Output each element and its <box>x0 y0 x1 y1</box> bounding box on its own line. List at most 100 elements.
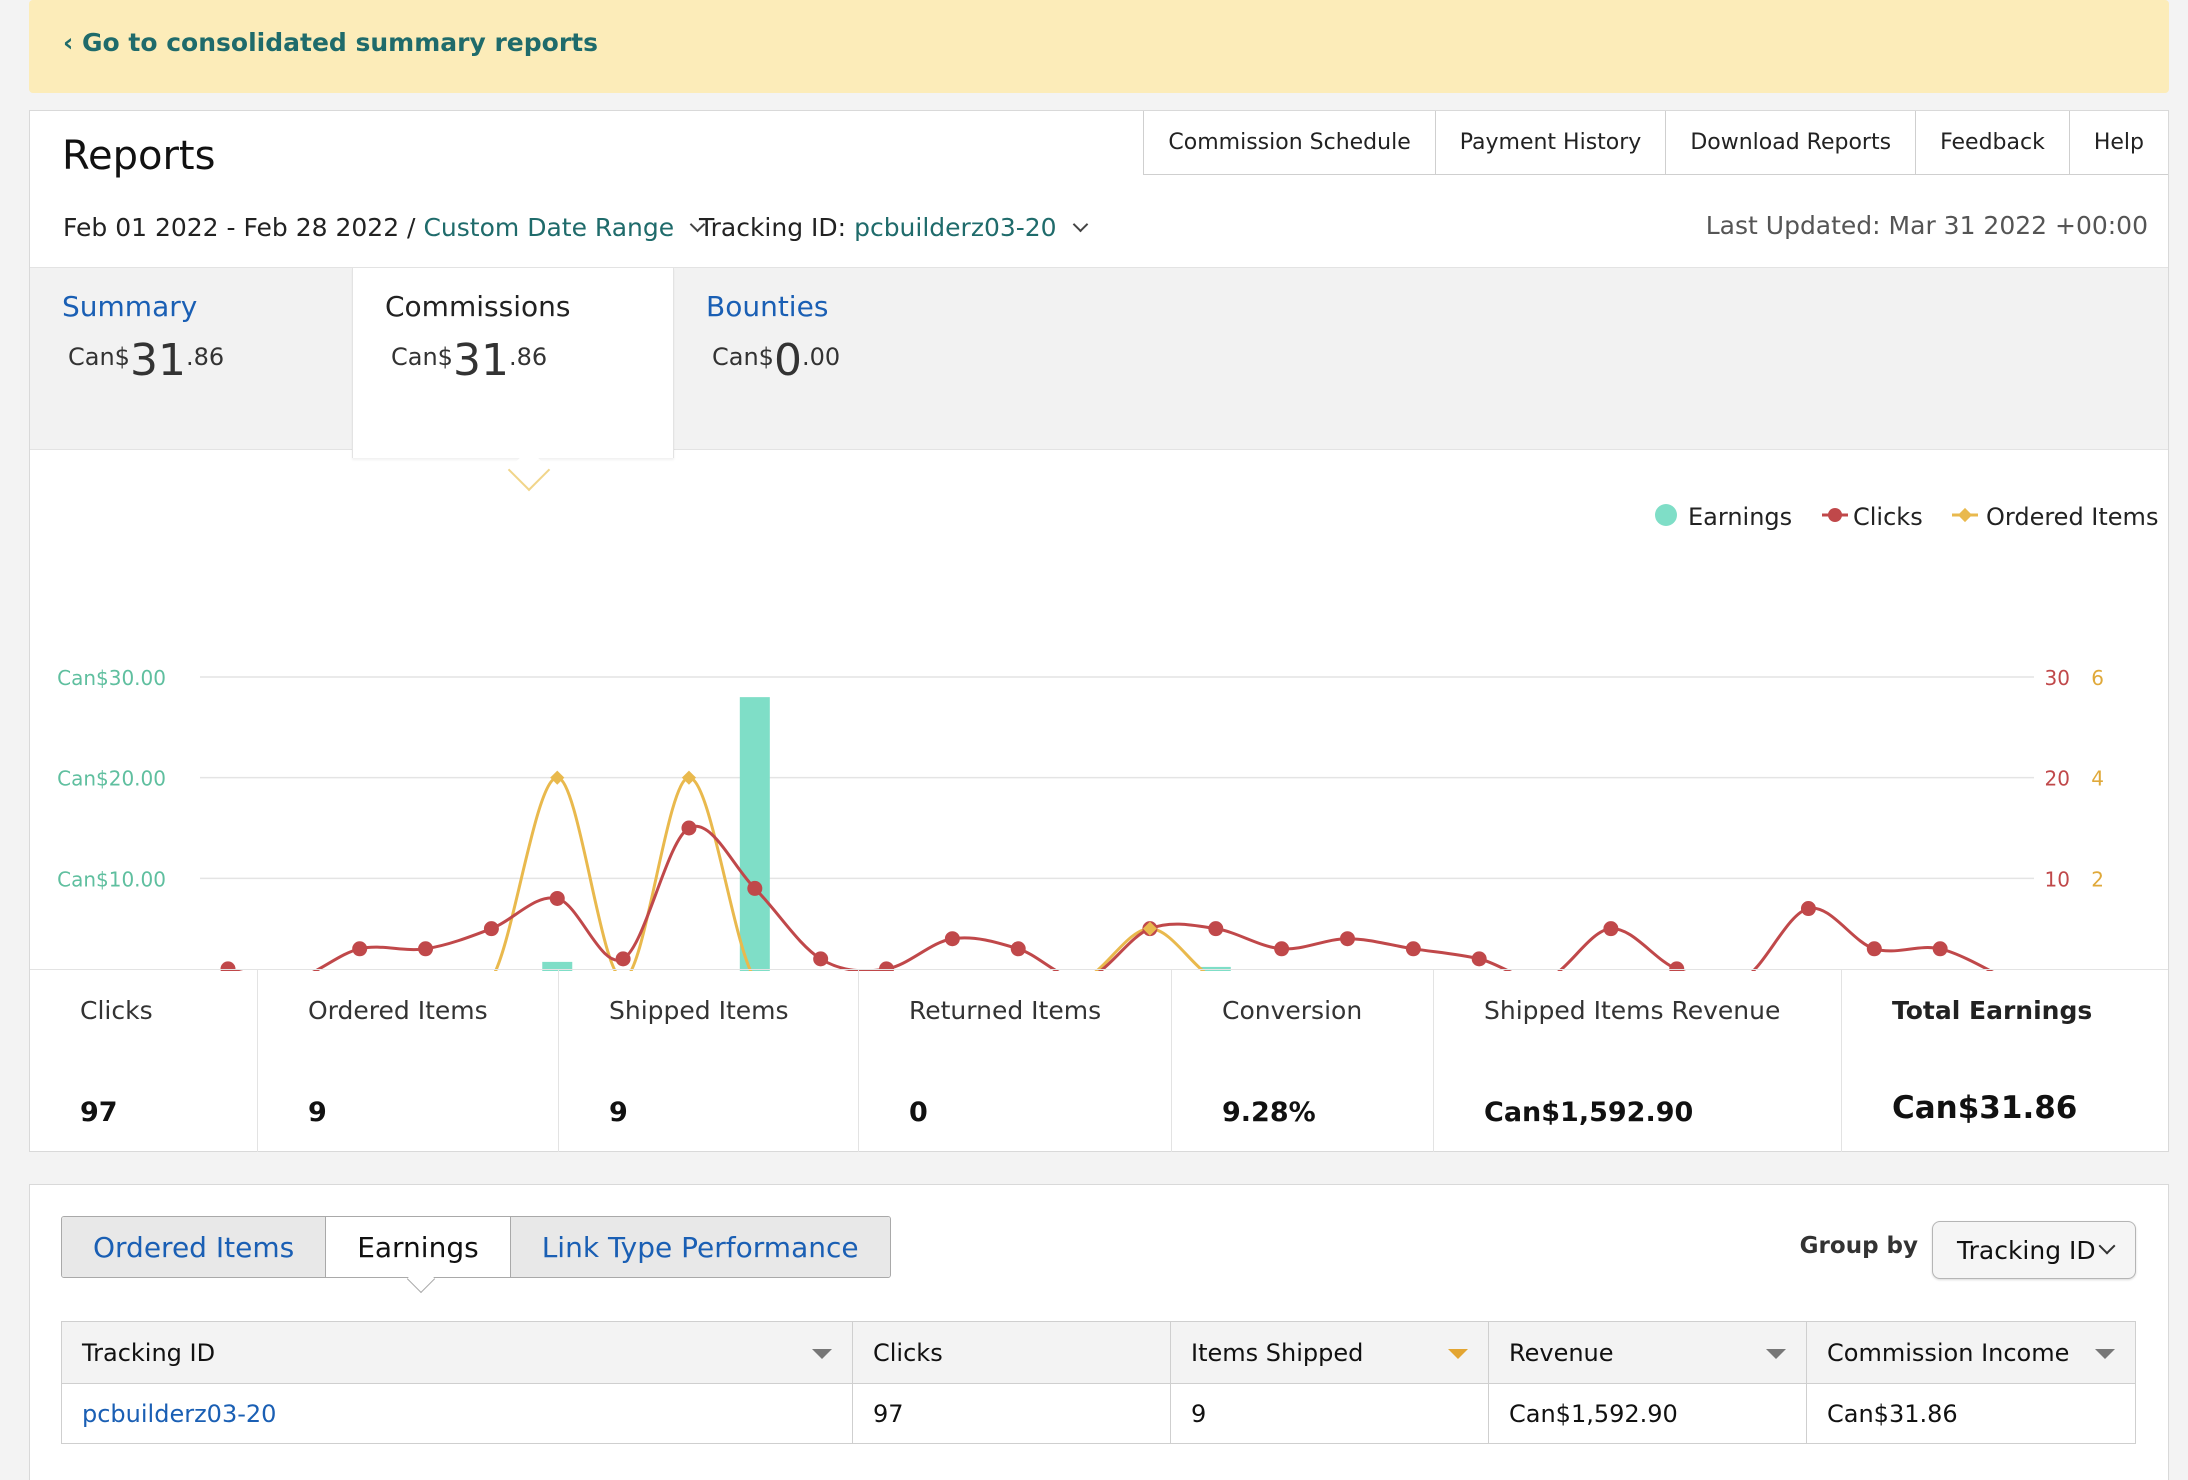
metric-total-earnings: Total Earnings Can$31.86 <box>1842 970 2168 1152</box>
y-right-clicks-tick-label: 20 <box>2045 767 2070 791</box>
legend-clicks-label: Clicks <box>1853 503 1923 531</box>
metric-returned-items: Returned Items 0 <box>859 970 1172 1152</box>
metric-value: 9.28% <box>1222 1097 1316 1128</box>
details-card: Ordered Items Earnings Link Type Perform… <box>29 1184 2169 1480</box>
summary-amount: Can$ 31 .86 <box>68 335 320 386</box>
amount-whole: 31 <box>452 335 509 386</box>
ordered-items-point <box>1142 921 1157 936</box>
clicks-line <box>227 824 1994 971</box>
col-commission-income[interactable]: Commission Income <box>1806 1321 2136 1384</box>
clicks-point <box>813 951 829 967</box>
download-reports-tab[interactable]: Download Reports <box>1666 111 1917 174</box>
col-revenue[interactable]: Revenue <box>1488 1321 1807 1384</box>
earnings-bar <box>739 697 770 971</box>
clicks-point <box>418 941 434 957</box>
y-left-tick-label: Can$30.00 <box>57 666 166 690</box>
col-label: Tracking ID <box>82 1338 216 1367</box>
clicks-point <box>1669 961 1685 971</box>
cell-revenue: Can$1,592.90 <box>1488 1383 1807 1444</box>
metric-label: Returned Items <box>909 996 1102 1025</box>
bounties-tab[interactable]: Bounties Can$ 0 .00 <box>674 268 996 451</box>
earnings-table: Tracking ID Clicks Items Shipped Revenue… <box>61 1321 2136 1444</box>
clicks-point <box>352 941 368 957</box>
report-type-tabs: Ordered Items Earnings Link Type Perform… <box>61 1216 891 1278</box>
clicks-point <box>1932 941 1948 957</box>
summary-tab[interactable]: Summary Can$ 31 .86 <box>30 268 352 451</box>
date-range-text: Feb 01 2022 - Feb 28 2022 / <box>63 213 416 242</box>
amount-whole: 0 <box>773 335 802 386</box>
clicks-point <box>1800 901 1816 917</box>
metric-label: Shipped Items Revenue <box>1484 996 1781 1025</box>
bounties-tab-label: Bounties <box>706 290 829 323</box>
legend-earnings-label: Earnings <box>1688 503 1792 531</box>
metric-value: 0 <box>909 1097 928 1128</box>
currency: Can$ <box>712 343 774 371</box>
sort-caret-icon[interactable] <box>1448 1349 1468 1359</box>
help-tab[interactable]: Help <box>2069 111 2168 174</box>
clicks-point <box>615 951 631 967</box>
y-left-tick-label: Can$10.00 <box>57 867 166 891</box>
clicks-point <box>1471 951 1487 967</box>
metric-ordered-items: Ordered Items 9 <box>258 970 559 1152</box>
clicks-point <box>220 961 236 971</box>
metrics-row: Clicks 97 Ordered Items 9 Shipped Items … <box>30 969 2168 1152</box>
tracking-id-dropdown[interactable]: pcbuilderz03-20 <box>854 213 1057 242</box>
date-range-dropdown[interactable]: Custom Date Range <box>423 213 675 242</box>
sort-caret-icon[interactable] <box>2095 1349 2115 1359</box>
commissions-tab-label: Commissions <box>385 290 571 323</box>
reports-card: Reports Commission Schedule Payment Hist… <box>29 110 2169 1152</box>
earnings-bar <box>1200 966 1231 971</box>
consolidated-reports-link[interactable]: ‹ Go to consolidated summary reports <box>63 28 598 57</box>
feedback-tab[interactable]: Feedback <box>1916 111 2070 174</box>
ordered-items-point <box>681 770 697 785</box>
metric-shipped-revenue: Shipped Items Revenue Can$1,592.90 <box>1434 970 1842 1152</box>
y-right-ordered-tick-label: 6 <box>2091 666 2104 690</box>
col-label: Clicks <box>873 1338 943 1367</box>
metric-clicks: Clicks 97 <box>30 970 258 1152</box>
commission-schedule-tab[interactable]: Commission Schedule <box>1144 111 1436 174</box>
table-header-row: Tracking ID Clicks Items Shipped Revenue… <box>61 1321 2136 1384</box>
tracking-id-link[interactable]: pcbuilderz03-20 <box>82 1399 277 1428</box>
group-by-select[interactable]: Tracking ID <box>1932 1221 2136 1279</box>
clicks-point <box>681 820 697 836</box>
bounties-amount: Can$ 0 .00 <box>712 335 964 386</box>
ordered-items-line <box>493 776 1206 971</box>
last-updated: Last Updated: Mar 31 2022 +00:00 <box>1705 211 2148 240</box>
page-title: Reports <box>62 133 216 179</box>
chevron-down-icon[interactable] <box>1072 216 1088 233</box>
metric-label: Clicks <box>80 996 153 1025</box>
col-tracking-id[interactable]: Tracking ID <box>61 1321 853 1384</box>
clicks-point <box>1405 941 1421 957</box>
tracking-id-label: Tracking ID: <box>699 213 847 242</box>
clicks-point <box>1866 941 1882 957</box>
chevron-down-icon <box>2098 1237 2116 1255</box>
amount-cents: .00 <box>801 343 841 371</box>
cell-clicks: 97 <box>852 1383 1171 1444</box>
ordered-items-tab[interactable]: Ordered Items <box>62 1217 327 1277</box>
col-label: Revenue <box>1509 1338 1614 1367</box>
commissions-tab[interactable]: Commissions Can$ 31 .86 <box>352 268 674 458</box>
summary-tab-label: Summary <box>62 290 198 323</box>
col-label: Commission Income <box>1827 1338 2070 1367</box>
y-right-ordered-tick-label: 4 <box>2091 767 2104 791</box>
metric-value: Can$1,592.90 <box>1484 1097 1694 1128</box>
clicks-point <box>483 921 499 937</box>
metric-label: Total Earnings <box>1892 996 2093 1025</box>
metric-shipped-items: Shipped Items 9 <box>559 970 859 1152</box>
cell-commission-income: Can$31.86 <box>1806 1383 2136 1444</box>
clicks-point <box>1339 931 1355 947</box>
cell-tracking-id[interactable]: pcbuilderz03-20 <box>61 1383 853 1444</box>
earnings-bar <box>542 961 573 971</box>
sort-caret-icon[interactable] <box>1766 1349 1786 1359</box>
clicks-point <box>944 931 960 947</box>
legend-clicks-marker <box>1828 508 1842 522</box>
consolidated-banner: ‹ Go to consolidated summary reports <box>29 0 2169 93</box>
payment-history-tab[interactable]: Payment History <box>1435 111 1667 174</box>
col-clicks[interactable]: Clicks <box>852 1321 1171 1384</box>
sort-caret-icon[interactable] <box>812 1349 832 1359</box>
link-type-performance-tab[interactable]: Link Type Performance <box>510 1217 890 1277</box>
col-items-shipped[interactable]: Items Shipped <box>1170 1321 1489 1384</box>
date-range-row: Feb 01 2022 - Feb 28 2022 / Custom Date … <box>63 213 717 242</box>
clicks-point <box>1208 921 1224 937</box>
metric-value: Can$31.86 <box>1892 1090 2078 1126</box>
